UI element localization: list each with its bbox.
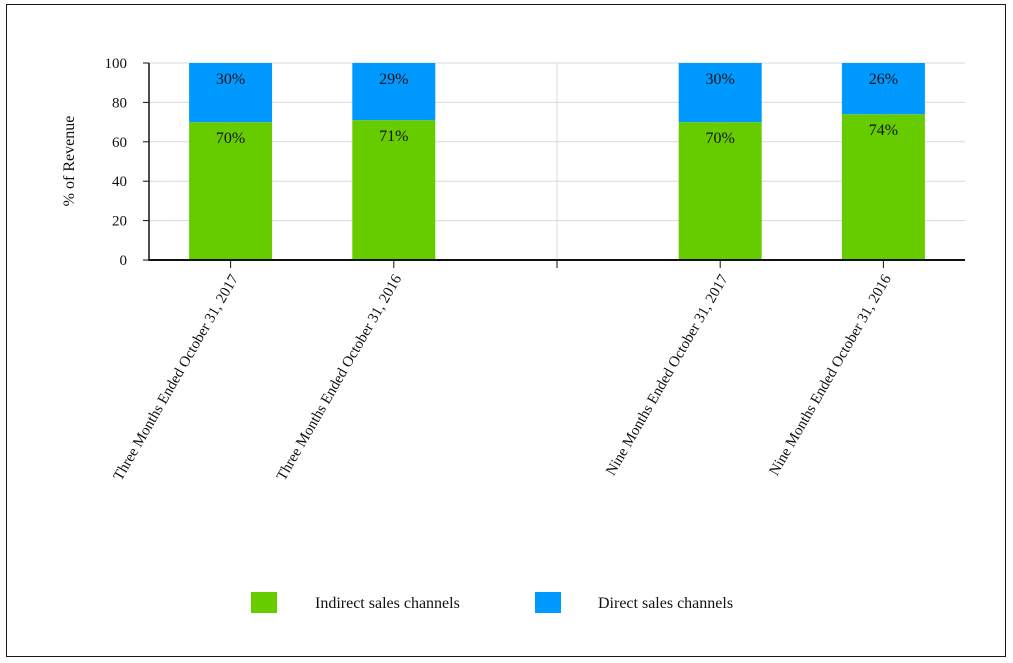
y-axis-label: % of Revenue bbox=[61, 116, 78, 207]
bar-direct bbox=[189, 63, 273, 123]
y-tick-label: 80 bbox=[112, 95, 127, 111]
bar-data-label: 70% bbox=[706, 130, 735, 147]
chart-frame bbox=[6, 4, 1006, 657]
bar-data-label: 30% bbox=[706, 71, 735, 88]
bars bbox=[189, 63, 925, 260]
x-tick-label: Three Months Ended October 31, 2017 bbox=[111, 272, 243, 484]
bar-indirect bbox=[189, 122, 273, 260]
bar-indirect bbox=[678, 122, 762, 260]
x-tick-label: Nine Months Ended October 31, 2016 bbox=[766, 272, 895, 479]
bar-labels: 70% 30% 71% 29% 70% 30% 74% 26% bbox=[216, 71, 898, 147]
bar-direct bbox=[678, 63, 762, 123]
y-tick-labels: 0 20 40 60 80 100 bbox=[105, 56, 128, 269]
bar-direct bbox=[352, 63, 436, 121]
y-tick-label: 60 bbox=[112, 135, 127, 151]
bar-data-label: 29% bbox=[379, 71, 408, 88]
x-tick-label: Three Months Ended October 31, 2016 bbox=[274, 272, 406, 484]
bar-data-label: 30% bbox=[216, 71, 245, 88]
bar-data-label: 26% bbox=[869, 71, 898, 88]
y-tick-label: 40 bbox=[112, 174, 127, 190]
x-tick-labels: Three Months Ended October 31, 2017 Three… bbox=[111, 272, 895, 484]
y-tick-label: 100 bbox=[105, 56, 128, 72]
bar-indirect bbox=[352, 120, 436, 260]
bar-data-label: 70% bbox=[216, 130, 245, 147]
legend-swatch-indirect bbox=[251, 592, 277, 613]
x-tick-label: Nine Months Ended October 31, 2017 bbox=[603, 272, 732, 479]
legend: Indirect sales channels Direct sales cha… bbox=[251, 592, 733, 613]
legend-label-indirect: Indirect sales channels bbox=[315, 595, 460, 612]
y-tick-label: 20 bbox=[112, 214, 127, 230]
bar-direct bbox=[841, 63, 925, 115]
bar-data-label: 74% bbox=[869, 122, 898, 139]
axes bbox=[143, 62, 965, 268]
legend-label-direct: Direct sales channels bbox=[598, 595, 733, 612]
y-tick-label: 0 bbox=[120, 253, 128, 269]
bar-indirect bbox=[841, 114, 925, 260]
bar-data-label: 71% bbox=[379, 128, 408, 145]
legend-swatch-direct bbox=[535, 592, 561, 613]
